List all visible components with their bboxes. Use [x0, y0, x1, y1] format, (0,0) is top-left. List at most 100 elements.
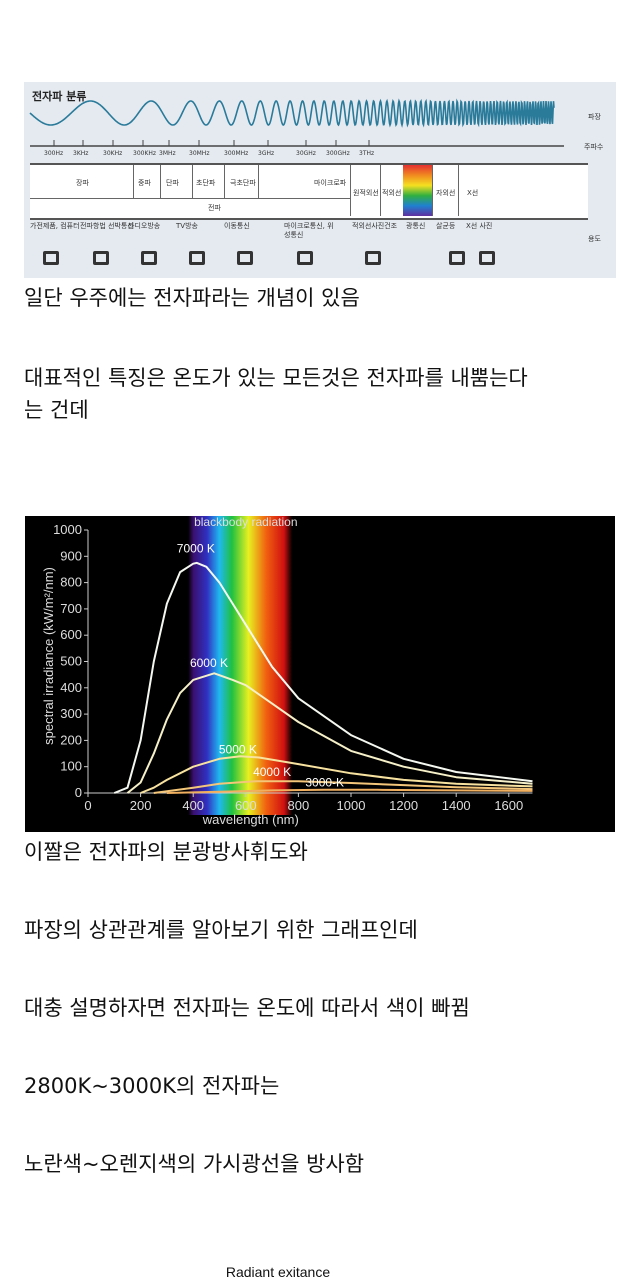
infrared-dryer-icon	[362, 248, 384, 268]
band-divider	[432, 165, 433, 216]
frequency-label: 3GHz	[258, 150, 275, 157]
x-tick-label: 1200	[389, 798, 418, 813]
label-use: 용도	[588, 235, 601, 243]
image-caption: Radiant exitance	[225, 1264, 331, 1280]
optical-band-label: 적외선	[382, 189, 402, 197]
y-tick-label: 900	[60, 548, 82, 563]
paragraph: 는 건데	[24, 398, 89, 422]
series-line	[113, 561, 533, 794]
paragraph: 파장의 상관관계를 알아보기 위한 그래프인데	[24, 918, 418, 942]
blackbody-chart: 0 200 400 600 800 1000 1200 1400 1600 0 100 200 300 4…	[25, 515, 615, 832]
wave-line	[29, 98, 555, 128]
band-divider	[258, 165, 259, 198]
y-axis-label: spectral irradiance (kW/m²/nm)	[41, 567, 56, 745]
use-label: 가전제품, 컴퓨터	[30, 222, 80, 230]
series-line	[166, 788, 533, 794]
band-divider	[380, 165, 381, 216]
radio-icon	[138, 248, 160, 268]
use-label: 이동통신	[224, 222, 250, 230]
frequency-label: 30MHz	[189, 150, 210, 157]
diagram-title: 전자파 분류	[32, 90, 87, 103]
optical-band-label: 원적외선	[353, 189, 379, 197]
band-label: 초단파	[196, 179, 216, 187]
x-tick-label: 400	[182, 798, 204, 813]
x-tick-label: 1400	[442, 798, 471, 813]
band-label: 마이크로파	[314, 179, 347, 187]
y-tick-label: 0	[75, 785, 82, 800]
y-tick-label: 700	[60, 601, 82, 616]
label-wavelength: 파장	[588, 113, 601, 121]
series-label: 3000-K	[305, 775, 344, 789]
x-axis-label: wavelength (nm)	[202, 812, 299, 827]
band-divider	[224, 165, 225, 198]
frequency-label: 300MHz	[224, 150, 249, 157]
frequency-label: 3MHz	[159, 150, 176, 157]
paragraph: 대표적인 특징은 온도가 있는 모든것은 전자파를 내뿜는다	[24, 366, 528, 390]
y-tick-label: 300	[60, 706, 82, 721]
frequency-label: 3KHz	[73, 150, 89, 157]
paragraph: 일단 우주에는 전자파라는 개념이 있음	[24, 286, 360, 310]
y-tick-label: 500	[60, 654, 82, 669]
paragraph: 2800K~3000K의 전자파는	[24, 1074, 280, 1098]
use-label: 광통신	[406, 222, 426, 230]
computer-icon	[40, 248, 62, 268]
paragraph: 대충 설명하자면 전자파는 온도에 따라서 색이 빠뀜	[24, 996, 470, 1020]
x-tick-label: 1000	[337, 798, 366, 813]
series-label: 5000 K	[219, 743, 257, 757]
band-divider	[458, 165, 459, 216]
paragraph: 노란색~오렌지색의 가시광선을 방사함	[24, 1152, 365, 1176]
x-tick-label: 800	[288, 798, 310, 813]
satellite-icon	[294, 248, 316, 268]
use-label: X선 사진	[466, 222, 493, 230]
sterilizer-icon	[446, 248, 468, 268]
use-label: 적외선사진건조	[352, 222, 398, 230]
paragraph: 이짤은 전자파의 분광방사휘도와	[24, 840, 308, 864]
y-tick-label: 600	[60, 627, 82, 642]
xray-photo-icon	[476, 248, 498, 268]
band-label: 단파	[166, 179, 179, 187]
frequency-label: 300KHz	[133, 150, 157, 157]
x-tick-label: 600	[235, 798, 257, 813]
band-label: 중파	[138, 179, 151, 187]
x-tick-label: 1600	[494, 798, 523, 813]
y-tick-label: 1000	[53, 522, 82, 537]
use-label: 마이크로통신, 위성통신	[284, 222, 334, 239]
mobile-phone-icon	[234, 248, 256, 268]
band-divider	[350, 165, 351, 216]
chart-title: blackbody radiation	[194, 516, 297, 529]
frequency-label: 300Hz	[44, 150, 64, 157]
frequency-label: 3THz	[359, 150, 375, 157]
band-label: 극초단파	[230, 179, 256, 187]
optical-band-label: 자외선	[436, 189, 456, 197]
visible-spectrum-swatch	[403, 165, 432, 216]
use-label: TV방송	[176, 222, 198, 230]
series-line	[126, 672, 533, 794]
label-frequency: 주파수	[584, 143, 604, 151]
optical-band-label: X선	[467, 189, 479, 197]
em-spectrum-diagram: 전자파 분류 파장 주파수 용도 300Hz 3KHz 30KHz 300KHz 3MH…	[24, 82, 616, 278]
use-label: 전파항법 선박통신	[80, 222, 134, 230]
series-line	[140, 755, 533, 794]
band-divider	[133, 165, 134, 198]
series-label: 4000 K	[253, 765, 291, 779]
chart-svg: 0 200 400 600 800 1000 1200 1400 1600 0 100 200 300 4…	[41, 515, 533, 827]
tv-icon	[186, 248, 208, 268]
series-label: 6000 K	[190, 656, 228, 670]
use-label: 살균등	[436, 222, 456, 230]
band-label: 장파	[76, 179, 89, 187]
band-radio: 전파	[208, 204, 221, 212]
divider	[30, 198, 350, 199]
y-tick-label: 400	[60, 680, 82, 695]
band-divider	[160, 165, 161, 198]
frequency-label: 30KHz	[103, 150, 123, 157]
x-tick-label: 200	[130, 798, 152, 813]
band-divider	[192, 165, 193, 198]
frequency-label: 300GHz	[326, 150, 350, 157]
y-tick-label: 100	[60, 759, 82, 774]
series-label: 7000 K	[177, 541, 215, 555]
x-tick-label: 0	[84, 798, 91, 813]
frequency-label: 30GHz	[296, 150, 316, 157]
use-label: 라디오방송	[128, 222, 161, 230]
band-table	[30, 163, 588, 220]
